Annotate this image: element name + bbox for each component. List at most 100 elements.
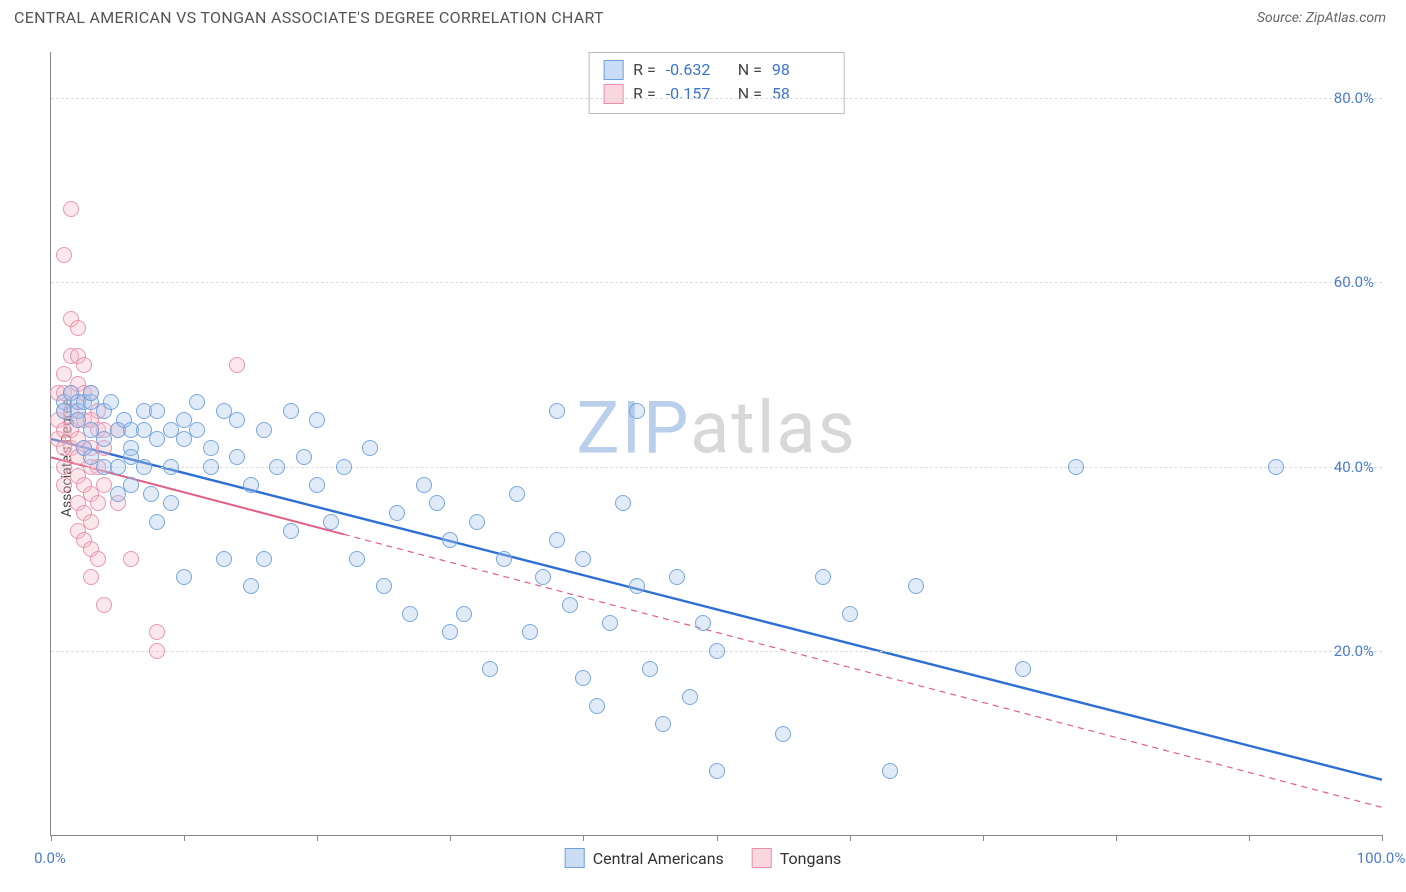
data-point	[96, 597, 112, 613]
data-point	[562, 597, 578, 613]
x-tick	[184, 835, 185, 841]
data-point	[456, 606, 472, 622]
data-point	[83, 569, 99, 585]
stat-n-value: 58	[772, 82, 830, 106]
data-point	[549, 532, 565, 548]
chart-title: CENTRAL AMERICAN VS TONGAN ASSOCIATE'S D…	[14, 8, 604, 27]
data-point	[389, 505, 405, 521]
trend-lines	[51, 52, 1382, 835]
data-point	[908, 578, 924, 594]
watermark: ZIPatlas	[576, 385, 856, 470]
source-attribution: Source: ZipAtlas.com	[1257, 10, 1386, 26]
data-point	[76, 357, 92, 373]
stat-label: R =	[633, 58, 656, 82]
data-point	[509, 486, 525, 502]
series-swatch	[603, 60, 623, 80]
data-point	[429, 495, 445, 511]
y-tick-label: 40.0%	[1334, 458, 1374, 476]
data-point	[70, 320, 86, 336]
data-point	[1015, 661, 1031, 677]
data-point	[1268, 459, 1284, 475]
data-point	[336, 459, 352, 475]
data-point	[442, 532, 458, 548]
data-point	[163, 495, 179, 511]
legend-label: Tongans	[780, 849, 842, 868]
data-point	[296, 449, 312, 465]
data-point	[149, 643, 165, 659]
data-point	[629, 578, 645, 594]
data-point	[682, 689, 698, 705]
data-point	[402, 606, 418, 622]
trend-line	[344, 534, 1382, 807]
legend-swatch	[565, 848, 585, 868]
gridline	[51, 98, 1382, 99]
x-tick	[1249, 835, 1250, 841]
stat-label: N =	[734, 82, 762, 106]
y-tick-label: 20.0%	[1334, 642, 1374, 660]
data-point	[589, 698, 605, 714]
data-point	[189, 422, 205, 438]
data-point	[136, 459, 152, 475]
data-point	[163, 459, 179, 475]
stat-label: N =	[734, 58, 762, 82]
data-point	[123, 551, 139, 567]
data-point	[629, 403, 645, 419]
data-point	[309, 412, 325, 428]
data-point	[416, 477, 432, 493]
data-point	[256, 422, 272, 438]
data-point	[496, 551, 512, 567]
x-tick	[583, 835, 584, 841]
data-point	[642, 661, 658, 677]
data-point	[149, 403, 165, 419]
data-point	[229, 449, 245, 465]
data-point	[709, 763, 725, 779]
data-point	[882, 763, 898, 779]
plot-area: ZIPatlas R =-0.632 N =98R =-0.157 N =58 …	[50, 52, 1382, 836]
x-tick	[1116, 835, 1117, 841]
legend-label: Central Americans	[593, 849, 724, 868]
data-point	[143, 486, 159, 502]
data-point	[709, 643, 725, 659]
data-point	[602, 615, 618, 631]
data-point	[376, 578, 392, 594]
y-tick-label: 60.0%	[1334, 273, 1374, 291]
data-point	[283, 403, 299, 419]
data-point	[216, 551, 232, 567]
data-point	[309, 477, 325, 493]
data-point	[655, 716, 671, 732]
x-tick	[717, 835, 718, 841]
data-point	[229, 412, 245, 428]
series-swatch	[603, 84, 623, 104]
data-point	[83, 385, 99, 401]
y-tick-label: 80.0%	[1334, 89, 1374, 107]
data-point	[349, 551, 365, 567]
legend-item: Central Americans	[565, 848, 724, 868]
data-point	[615, 495, 631, 511]
data-point	[256, 551, 272, 567]
x-tick	[450, 835, 451, 841]
data-point	[90, 551, 106, 567]
gridline	[51, 282, 1382, 283]
data-point	[123, 477, 139, 493]
data-point	[669, 569, 685, 585]
data-point	[695, 615, 711, 631]
data-point	[203, 440, 219, 456]
data-point	[775, 726, 791, 742]
gridline	[51, 467, 1382, 468]
data-point	[283, 523, 299, 539]
stat-r-value: -0.157	[666, 82, 724, 106]
data-point	[243, 477, 259, 493]
data-point	[176, 569, 192, 585]
data-point	[1068, 459, 1084, 475]
data-point	[203, 459, 219, 475]
data-point	[243, 578, 259, 594]
stats-row: R =-0.157 N =58	[603, 82, 830, 106]
data-point	[549, 403, 565, 419]
data-point	[149, 514, 165, 530]
stats-row: R =-0.632 N =98	[603, 58, 830, 82]
data-point	[56, 247, 72, 263]
stat-n-value: 98	[772, 58, 830, 82]
data-point	[575, 670, 591, 686]
data-point	[90, 495, 106, 511]
data-point	[469, 514, 485, 530]
